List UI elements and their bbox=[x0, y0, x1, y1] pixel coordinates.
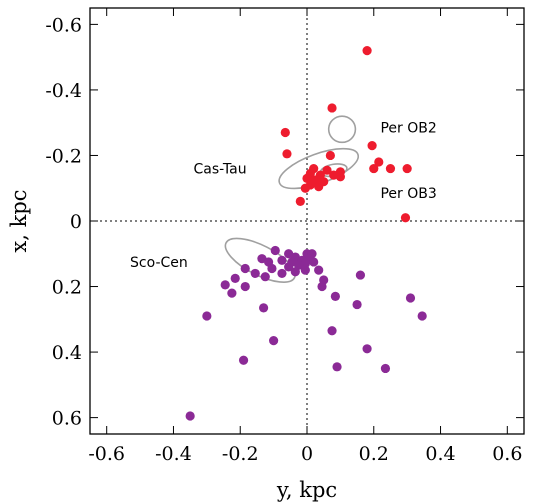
data-point bbox=[295, 196, 305, 206]
data-point bbox=[240, 281, 250, 292]
data-point bbox=[202, 311, 212, 321]
data-point bbox=[314, 181, 324, 192]
data-point bbox=[220, 280, 230, 290]
data-point bbox=[417, 311, 427, 321]
region-ellipse bbox=[327, 115, 357, 144]
data-points bbox=[185, 46, 427, 421]
data-point bbox=[400, 213, 411, 223]
y-tick-label: -0.2 bbox=[45, 145, 82, 167]
data-point bbox=[317, 281, 327, 292]
data-point bbox=[374, 157, 384, 167]
data-point bbox=[367, 141, 377, 151]
data-point bbox=[260, 272, 270, 282]
data-point bbox=[270, 245, 280, 256]
data-point bbox=[322, 165, 332, 175]
data-point bbox=[290, 267, 300, 277]
data-point bbox=[185, 411, 195, 421]
x-axis-title: y, kpc bbox=[276, 478, 337, 502]
data-point bbox=[330, 291, 340, 301]
y-tick-label: 0.2 bbox=[52, 277, 82, 299]
y-tick-label: 0 bbox=[70, 211, 82, 233]
annotation-label: Per OB3 bbox=[380, 186, 436, 202]
data-point bbox=[352, 299, 362, 310]
data-point bbox=[240, 263, 250, 274]
y-tick-label: -0.6 bbox=[45, 14, 82, 36]
data-point bbox=[325, 150, 335, 161]
x-tick-label: 0 bbox=[301, 443, 313, 465]
data-point bbox=[238, 355, 249, 365]
zero-lines bbox=[90, 8, 524, 434]
data-point bbox=[300, 183, 310, 193]
data-point bbox=[284, 262, 294, 272]
data-point bbox=[227, 288, 237, 298]
data-point bbox=[300, 265, 310, 275]
data-point bbox=[362, 344, 372, 354]
x-tick-label: -0.6 bbox=[88, 443, 125, 465]
data-point bbox=[355, 270, 366, 280]
data-point bbox=[250, 268, 260, 279]
x-tick-label: -0.2 bbox=[222, 443, 259, 465]
y-axis-title: x, kpc bbox=[7, 189, 31, 252]
data-point bbox=[380, 363, 391, 374]
data-point bbox=[385, 163, 396, 174]
x-tick-label: 0.2 bbox=[359, 443, 389, 465]
data-point bbox=[405, 293, 416, 303]
data-point bbox=[335, 172, 345, 182]
annotation-label: Per OB2 bbox=[380, 121, 436, 137]
data-point bbox=[277, 255, 287, 265]
y-tick-label: 0.4 bbox=[52, 342, 82, 364]
data-point bbox=[267, 263, 277, 274]
data-point bbox=[309, 257, 319, 267]
annotation-label: Sco-Cen bbox=[130, 255, 188, 271]
data-point bbox=[314, 265, 324, 275]
x-tick-label: 0.6 bbox=[492, 443, 522, 465]
data-point bbox=[327, 103, 337, 113]
data-point bbox=[230, 273, 240, 283]
data-point bbox=[402, 163, 412, 174]
axis-ticks: -0.6 -0.4 -0.2 0 0.2 0.4 0.6 -0.6 -0.4 -0.2 0 0.2 0.… bbox=[45, 8, 524, 465]
annotation-label: Cas-Tau bbox=[193, 162, 246, 178]
data-point bbox=[327, 326, 337, 336]
data-point bbox=[280, 127, 290, 138]
data-point bbox=[282, 149, 292, 159]
data-point bbox=[277, 268, 287, 279]
data-point bbox=[332, 362, 342, 372]
data-point bbox=[369, 163, 379, 174]
data-point bbox=[259, 303, 269, 313]
y-tick-label: -0.4 bbox=[45, 80, 82, 102]
x-tick-label: -0.4 bbox=[155, 443, 192, 465]
data-point bbox=[362, 46, 372, 56]
x-tick-label: 0.4 bbox=[425, 443, 455, 465]
y-tick-label: 0.6 bbox=[52, 408, 82, 430]
data-point bbox=[269, 336, 279, 346]
annotations: Per OB2 Cas-Tau Per OB3 Sco-Cen bbox=[130, 121, 437, 271]
